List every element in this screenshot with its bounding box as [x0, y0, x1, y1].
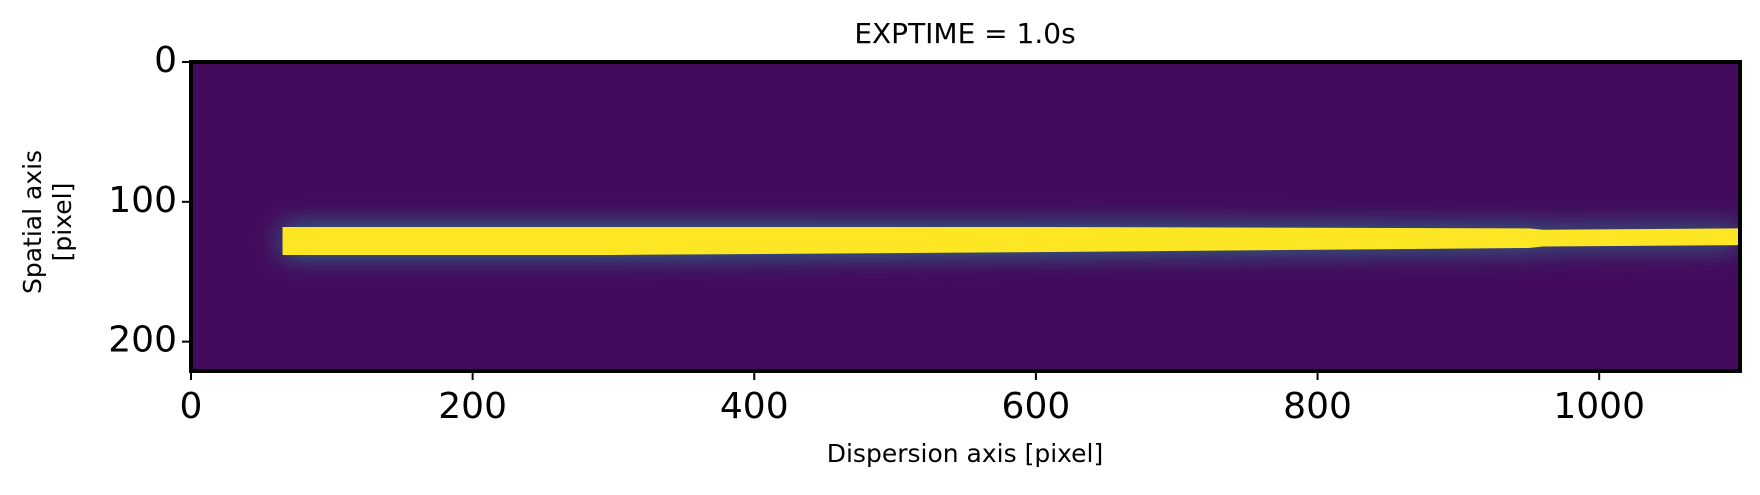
chart-title: EXPTIME = 1.0s	[854, 17, 1075, 50]
y-tick-label: 100	[108, 180, 177, 221]
x-tick-label: 400	[720, 386, 789, 427]
y-tick-label: 0	[154, 40, 177, 81]
image-background	[191, 62, 1740, 371]
y-axis-label: Spatial axis	[18, 150, 47, 294]
y-tick-label: 200	[108, 320, 177, 361]
x-axis-label: Dispersion axis [pixel]	[827, 439, 1104, 468]
x-tick-label: 800	[1283, 386, 1352, 427]
x-tick-label: 600	[1002, 386, 1071, 427]
x-tick-label: 200	[438, 386, 507, 427]
axes-frame	[189, 60, 1742, 373]
y-axis-label: [pixel]	[48, 183, 77, 262]
x-tick-label: 0	[180, 386, 203, 427]
x-tick-label: 1000	[1553, 386, 1645, 427]
trace	[282, 226, 1740, 255]
